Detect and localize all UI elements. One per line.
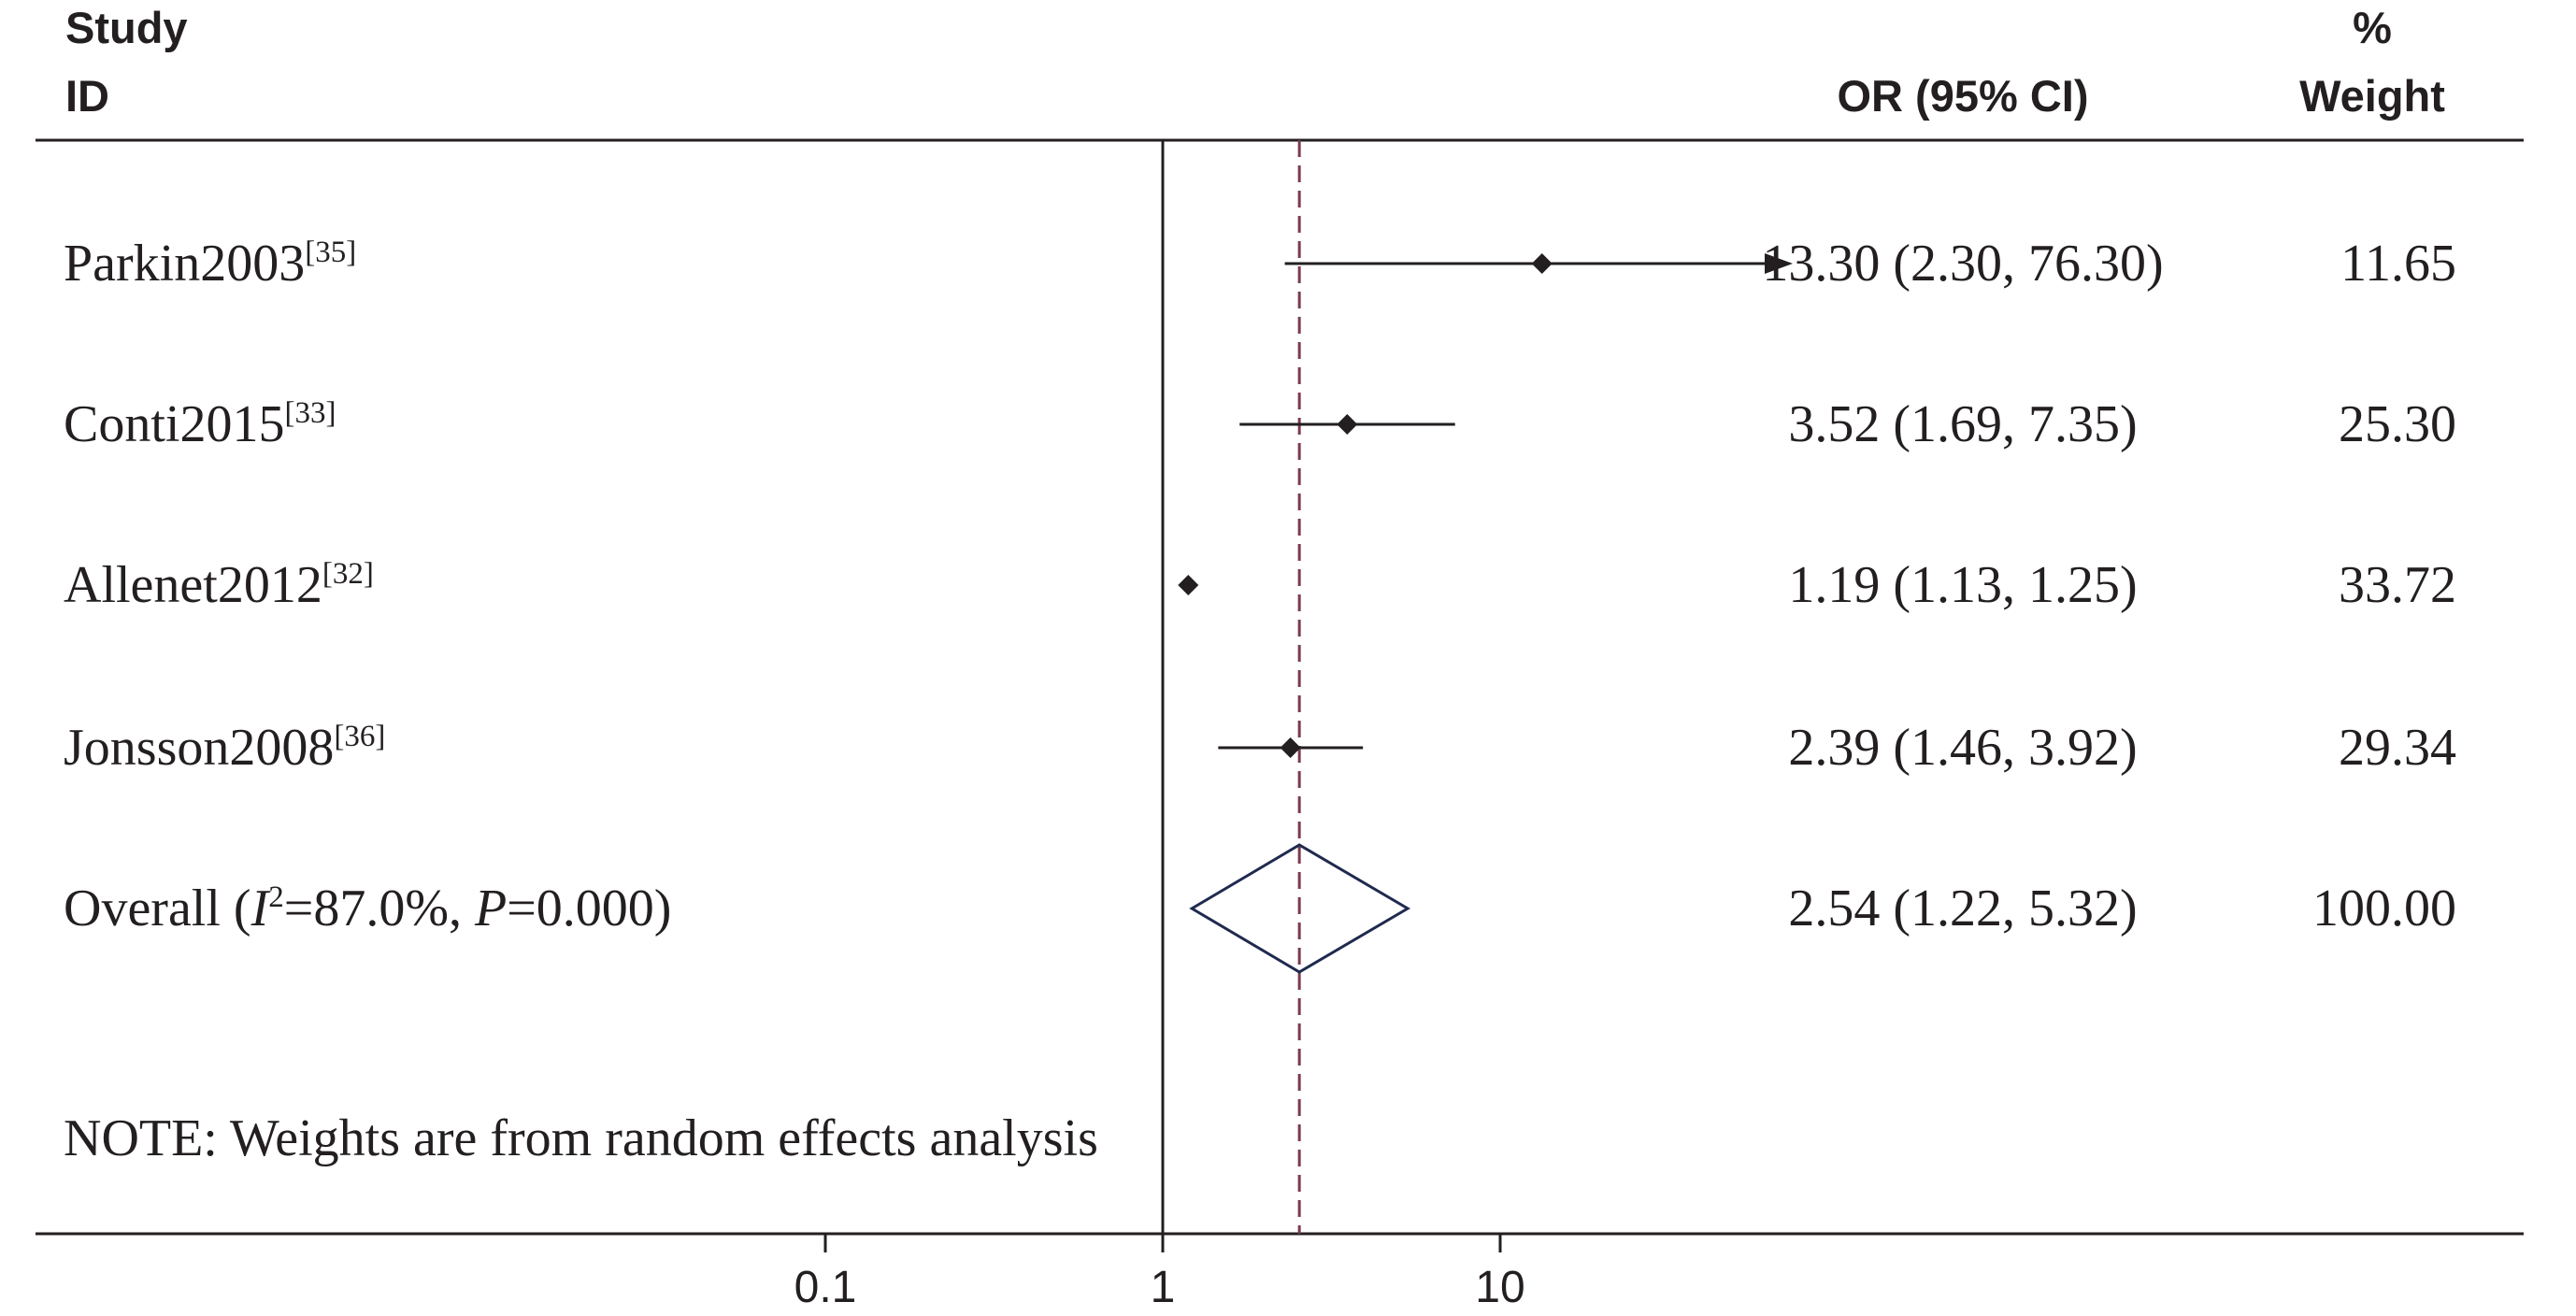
study-ref: [33] xyxy=(284,396,336,430)
i2-symbol: I xyxy=(250,880,271,937)
overall-label: Overall (I2=87.0%, P=0.000) xyxy=(64,880,671,937)
point-estimate xyxy=(1280,737,1301,758)
study-name: Allenet2012 xyxy=(64,556,322,614)
p-value: =0.000) xyxy=(507,880,671,937)
study-label: Jonsson2008[36] xyxy=(64,719,385,777)
x-tick-label: 1 xyxy=(1151,1263,1176,1312)
or-ci-value: 13.30 (2.30, 76.30) xyxy=(1762,235,2163,293)
i2-value: =87.0%, xyxy=(284,880,475,937)
overall-prefix: Overall ( xyxy=(64,880,251,937)
or-ci-value: 3.52 (1.69, 7.35) xyxy=(1788,395,2137,453)
study-name: Parkin2003 xyxy=(64,235,305,293)
header-percent: % xyxy=(2353,3,2392,52)
study-ref: [35] xyxy=(305,236,356,269)
weight-value: 11.65 xyxy=(2340,235,2456,293)
study-name: Jonsson2008 xyxy=(64,719,334,777)
weight-value: 33.72 xyxy=(2339,556,2456,614)
x-tick-label: 0.1 xyxy=(794,1263,857,1312)
study-label: Allenet2012[32] xyxy=(64,556,374,614)
point-estimate xyxy=(1531,253,1553,274)
or-ci-value: 1.19 (1.13, 1.25) xyxy=(1788,556,2137,614)
study-label: Conti2015[33] xyxy=(64,395,336,453)
header-study: Study xyxy=(65,3,188,52)
x-tick-label: 10 xyxy=(1475,1263,1524,1312)
study-label: Parkin2003[35] xyxy=(64,235,356,293)
overall-or-ci-value: 2.54 (1.22, 5.32) xyxy=(1788,880,2137,937)
note-text: NOTE: Weights are from random effects an… xyxy=(64,1109,1098,1167)
overall-weight-value: 100.00 xyxy=(2312,880,2456,937)
point-estimate xyxy=(1178,575,1199,595)
study-ref: [36] xyxy=(334,720,385,753)
or-ci-value: 2.39 (1.46, 3.92) xyxy=(1788,719,2137,777)
header-id: ID xyxy=(65,71,109,121)
weight-value: 25.30 xyxy=(2339,395,2456,453)
ci-arrow xyxy=(1765,253,1793,274)
p-symbol: P xyxy=(474,880,507,937)
study-name: Conti2015 xyxy=(64,395,284,453)
study-ref: [32] xyxy=(322,557,374,591)
weight-value: 29.34 xyxy=(2339,719,2456,777)
overall-diamond xyxy=(1189,843,1411,974)
header-or-ci: OR (95% CI) xyxy=(1838,71,2089,121)
i2-exponent: 2 xyxy=(268,880,284,914)
header-weight: Weight xyxy=(2299,71,2445,121)
point-estimate xyxy=(1337,414,1358,435)
